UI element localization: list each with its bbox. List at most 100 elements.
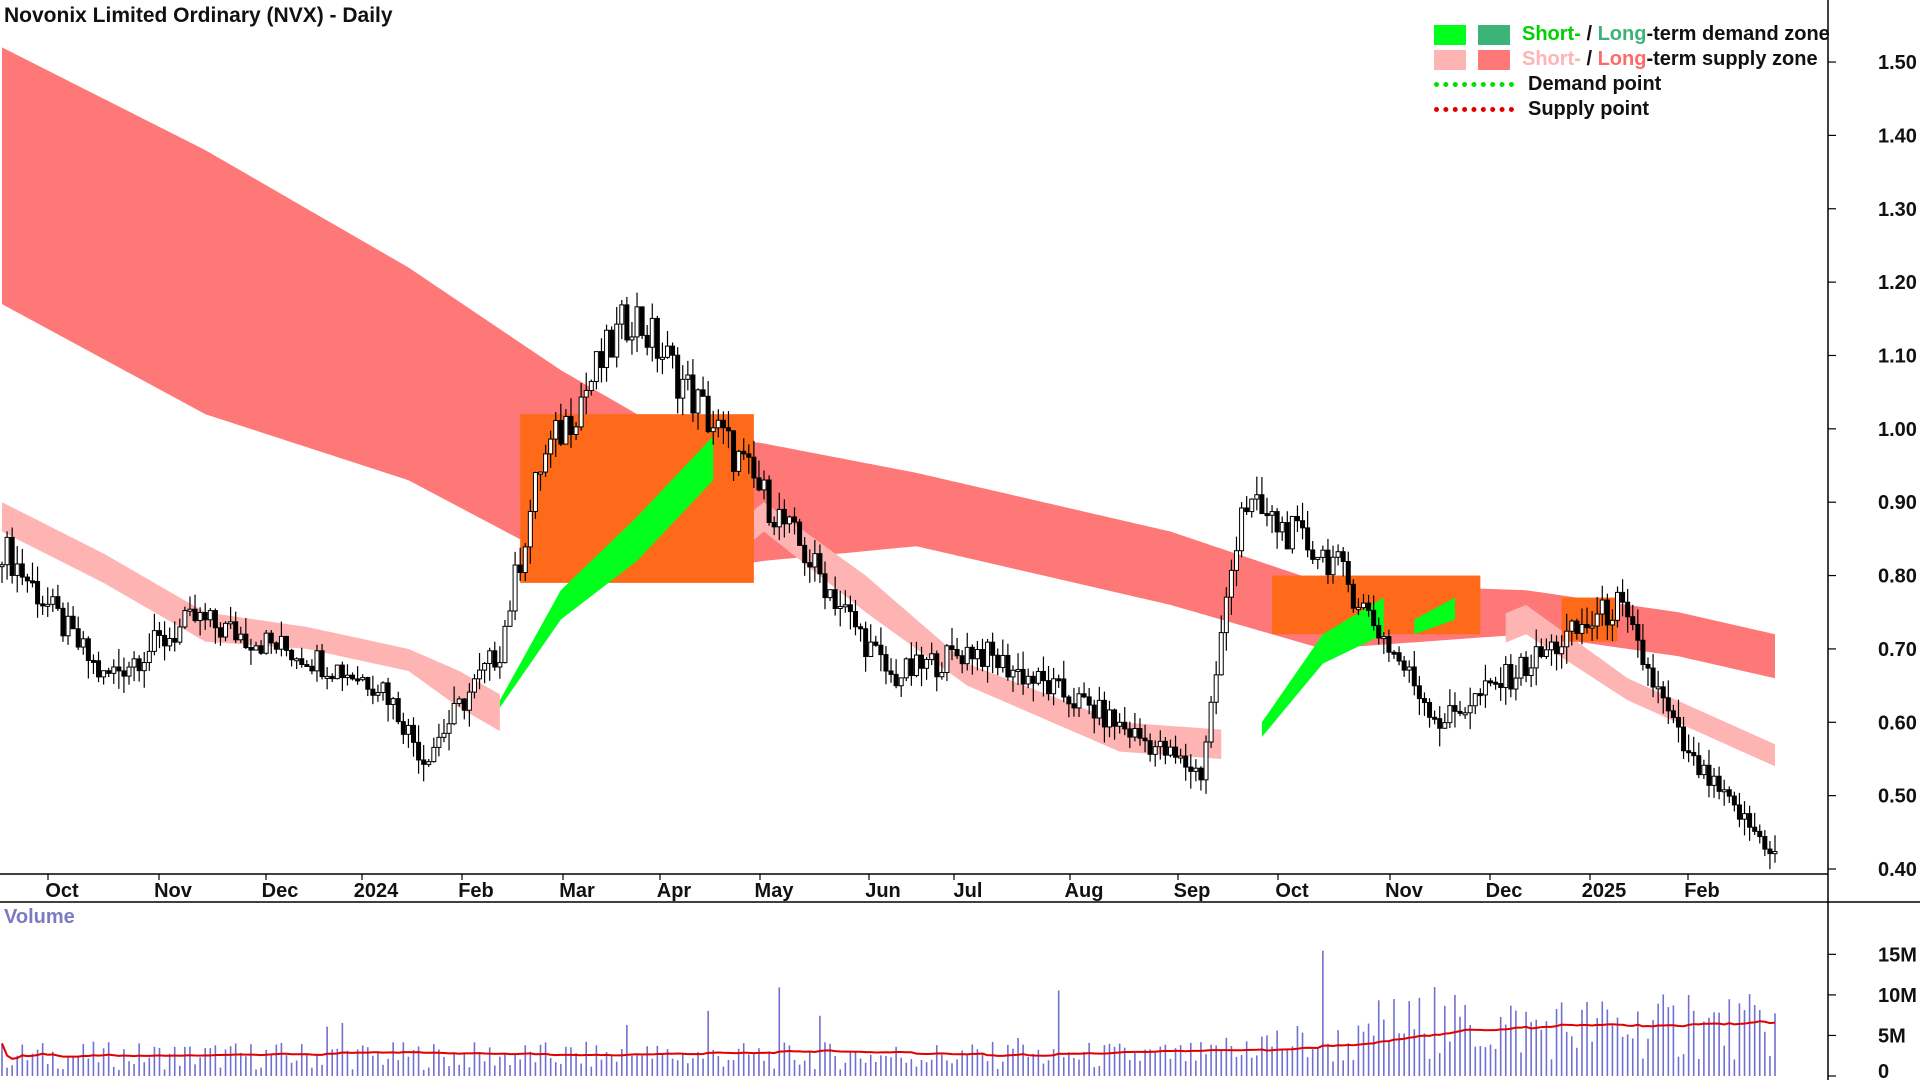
candle-body [1691,752,1697,757]
candle-body [908,658,914,677]
candle-body [1701,764,1707,776]
chart-title: Novonix Limited Ordinary (NVX) - Daily [4,4,393,27]
legend-demand-sep: / [1580,23,1598,45]
candle-body [1604,599,1610,626]
candle-body [802,544,808,564]
candle-body [192,608,198,622]
candle-body [919,654,925,669]
candle-body [792,516,798,523]
candle-body [1117,721,1123,727]
candle-body [1488,680,1494,684]
candle-body [1355,607,1361,611]
candle-body [136,658,142,672]
candle-body [410,724,416,743]
candle-body [1391,651,1397,655]
candle-body [766,479,772,523]
candle-body [461,698,467,711]
candle-body [421,759,427,765]
candle-body [913,654,919,677]
candle-body [822,573,828,599]
x-tick-label: Jul [954,880,983,902]
candle-body [187,608,193,612]
candle-body [111,666,117,674]
legend-supply-zone: Short- / Long -term supply zone [1434,47,1830,72]
candle-body [1030,675,1036,684]
candle-body [1554,641,1560,655]
candle-body [1188,766,1194,772]
candle-body [761,479,767,491]
y-tick-label: 0.60 [1878,712,1917,734]
candle-body [441,732,447,738]
candle-body [167,637,173,647]
legend-demand-short: Short- [1522,23,1581,45]
y-tick-label: 0.90 [1878,492,1917,514]
candle-body [1051,678,1057,695]
candle-body [1665,697,1671,712]
candle-body [1538,646,1544,658]
candle-body [1330,556,1336,576]
candle-body [1320,549,1326,558]
candle-body [1452,705,1458,712]
candle-body [1035,670,1041,684]
candle-body [1208,701,1214,743]
candle-body [45,603,51,607]
volume-tick-label: 15M [1878,944,1917,966]
candle-body [934,653,940,678]
candle-body [1772,850,1778,855]
candle-body [1173,746,1179,758]
x-tick-label: Nov [1385,880,1424,902]
candle-body [1345,560,1351,585]
candle-body [471,678,477,693]
candle-body [1157,740,1163,748]
candle-body [4,536,10,566]
legend-supply-rest: -term supply zone [1646,48,1818,70]
candle-body [1528,667,1534,677]
candle-body [756,477,762,491]
volume-tick-label: 5M [1878,1025,1906,1047]
legend-demand-long: Long [1597,23,1647,45]
candle-body [1411,666,1417,687]
candle-body [1325,549,1331,576]
candle-body [837,605,843,609]
candle-body [588,380,594,391]
candle-body [258,645,264,654]
candle-body [1132,728,1138,738]
candle-body [314,650,320,672]
candle-body [75,628,81,648]
candle-body [832,589,838,609]
candle-body [1564,630,1570,648]
candle-body [1396,652,1402,662]
candle-body [248,647,254,651]
candle-body [1025,675,1031,685]
candle-body [101,670,107,678]
candle-body [873,641,879,646]
candle-body [1482,680,1488,696]
candle-body [1152,746,1158,755]
candle-body [847,604,853,613]
candle-body [929,653,935,660]
candle-body [1315,556,1321,560]
candle-body [578,396,584,428]
candle-body [1366,602,1372,611]
candle-body [1472,693,1478,707]
candle-body [517,564,523,574]
candle-body [1350,583,1356,609]
short-term-supply-zone-2025 [1505,604,1775,767]
candle-body [172,637,178,643]
candle-body [670,345,676,356]
candle-body [548,438,554,455]
candle-body [492,650,498,668]
candle-body [629,336,635,341]
candle-body [751,456,757,479]
volume-tick-label: 10M [1878,985,1917,1007]
candle-body [29,580,35,584]
candle-body [273,642,279,650]
candle-body [680,378,686,399]
supply-point-swatch [1434,107,1514,112]
x-tick-label: Aug [1065,880,1104,902]
long-term-supply-zone [2,47,1775,679]
legend-supply-point: Supply point [1434,97,1830,122]
x-tick-label: Dec [262,880,299,902]
x-tick-label: Feb [1684,880,1720,902]
